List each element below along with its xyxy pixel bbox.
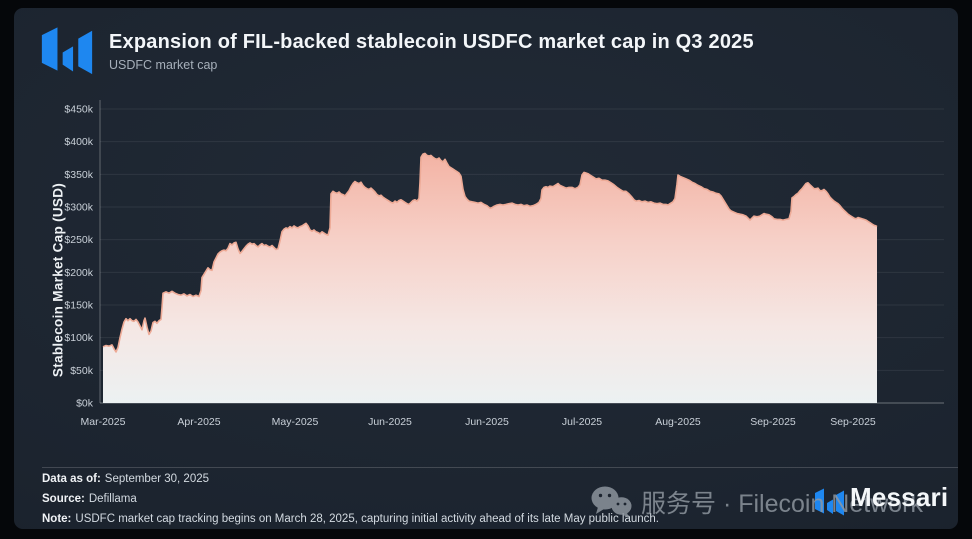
x-tick-label: Aug-2025 [655,416,701,428]
y-tick-label: $0k [76,398,94,410]
data-as-of-value: September 30, 2025 [104,473,210,485]
wechat-icon [591,486,632,519]
source-label: Source: [42,493,85,505]
y-tick-label: $200k [64,267,93,279]
note-label: Note: [42,513,72,525]
y-tick-label: $100k [64,332,93,344]
y-tick-label: $350k [64,169,93,181]
y-tick-label: $450k [64,104,93,116]
messari-footer-logo-icon [815,488,844,516]
source-value: Defillama [88,493,137,505]
note-value: USDFC market cap tracking begins on Marc… [75,513,659,525]
watermark-text: 服务号 · Filecoin Network [641,490,923,518]
x-tick-label: Sep-2025 [830,416,876,428]
y-tick-label: $50k [70,365,94,377]
wechat-watermark: 服务号 · Filecoin Network [590,484,923,520]
data-as-of-label: Data as of: [42,473,101,485]
x-tick-label: Jun-2025 [368,416,412,428]
x-tick-label: Jul-2025 [562,416,602,428]
y-tick-label: $400k [64,136,93,148]
source-line: Source: Defillama [42,493,137,505]
y-tick-label: $300k [64,202,93,214]
messari-wordmark: Messari [850,482,949,512]
page-subtitle: USDFC market cap [109,58,218,72]
x-tick-label: Apr-2025 [177,416,220,428]
x-tick-label: Jun-2025 [465,416,509,428]
data-as-of-line: Data as of: September 30, 2025 [42,473,209,485]
y-tick-label: $150k [64,300,93,312]
x-tick-label: Sep-2025 [750,416,796,428]
page-title: Expansion of FIL-backed stablecoin USDFC… [109,31,754,53]
x-tick-label: May-2025 [272,416,319,428]
usdfc-area-fill [103,153,877,403]
usdfc-series-line [102,152,878,353]
y-tick-label: $250k [64,234,93,246]
x-tick-label: Mar-2025 [81,416,126,428]
messari-logo-icon [41,27,93,75]
footer-divider [42,467,958,468]
note-line: Note: USDFC market cap tracking begins on… [42,513,659,525]
